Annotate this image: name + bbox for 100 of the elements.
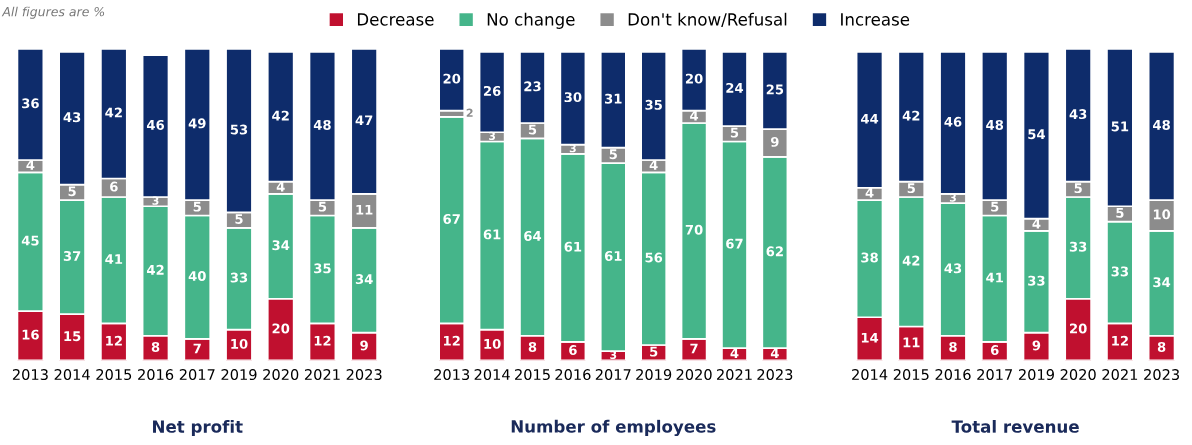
data-label: 12 [314, 335, 331, 346]
data-label: 4 [649, 160, 658, 170]
data-label: 12 [1112, 335, 1128, 346]
data-label: 12 [106, 335, 122, 346]
data-label: 5 [235, 214, 243, 224]
data-label: 49 [188, 118, 206, 129]
data-label: 9 [770, 136, 779, 147]
data-label: 42 [902, 255, 920, 266]
data-label: 11 [903, 337, 920, 348]
data-label: 54 [1028, 129, 1046, 140]
data-label: 44 [860, 113, 879, 124]
data-label: 46 [146, 119, 165, 130]
data-label: 26 [483, 85, 501, 96]
data-label: 16 [22, 329, 39, 340]
data-label: 43 [1069, 109, 1087, 120]
data-label: 38 [861, 252, 878, 263]
data-label: 3 [152, 196, 159, 205]
data-label: 33 [1028, 275, 1045, 286]
data-label: 8 [528, 341, 537, 352]
data-label: 4 [690, 110, 699, 121]
data-label: 5 [528, 124, 537, 135]
text: Total revenue [951, 419, 1079, 433]
data-label: 61 [604, 250, 622, 261]
data-label: 6 [110, 181, 118, 192]
x-tick-label: 2016 [138, 369, 174, 381]
x-tick-label: 2016 [555, 369, 591, 381]
data-label: 41 [986, 272, 1003, 283]
data-label: 34 [355, 274, 373, 285]
data-label: 34 [272, 240, 290, 251]
data-label: 42 [105, 107, 122, 118]
data-label: 4 [865, 187, 874, 198]
data-label: 47 [355, 115, 373, 126]
x-tick-label: 2023 [757, 369, 793, 381]
data-label: 42 [272, 110, 289, 121]
x-tick-label: 2016 [935, 369, 971, 381]
legend-label: Don't know/Refusal [628, 12, 787, 27]
data-label: 10 [484, 338, 501, 349]
data-label: 2 [466, 108, 473, 117]
data-label: 40 [188, 271, 206, 282]
data-label: 5 [1074, 183, 1082, 194]
data-label: 5 [1116, 207, 1124, 218]
legend-label: No change [487, 12, 575, 29]
data-label: 9 [1032, 340, 1041, 351]
text: Net profit [153, 419, 243, 437]
data-label: 36 [22, 98, 39, 109]
x-tick-label: 2021 [716, 369, 752, 381]
data-label: 30 [564, 92, 582, 103]
data-label: 7 [193, 343, 201, 354]
data-label: 33 [230, 272, 248, 283]
x-tick-label: 2017 [977, 369, 1013, 381]
data-label: 20 [1070, 323, 1087, 334]
data-label: 61 [483, 229, 501, 240]
legend-label: Decrease [357, 13, 434, 26]
data-label: 5 [609, 149, 617, 160]
x-tick-label: 2019 [636, 369, 672, 381]
data-label: 48 [313, 119, 331, 130]
data-label: 41 [105, 254, 123, 264]
data-label: 10 [1153, 209, 1171, 220]
data-label: 67 [726, 238, 743, 249]
data-label: 23 [524, 81, 541, 92]
data-label: 11 [356, 204, 373, 215]
data-label: 43 [944, 263, 962, 274]
x-tick-label: 2014 [54, 369, 90, 381]
data-label: 20 [685, 73, 703, 84]
data-label: 3 [949, 193, 956, 202]
data-label: 48 [1153, 119, 1170, 130]
data-label: 53 [230, 124, 248, 135]
data-label: 43 [63, 112, 81, 123]
data-label: 56 [645, 252, 663, 263]
data-label: 33 [1111, 266, 1129, 277]
x-tick-label: 2020 [263, 369, 299, 381]
data-label: 67 [443, 213, 460, 224]
data-label: 12 [444, 335, 460, 346]
x-tick-label: 2019 [1018, 369, 1054, 381]
data-label: 42 [902, 110, 920, 121]
x-tick-label: 2021 [1102, 369, 1138, 381]
data-label: 4 [770, 348, 779, 358]
x-tick-label: 2020 [676, 369, 712, 381]
data-label: 4 [1032, 218, 1041, 229]
data-label: 5 [730, 127, 739, 138]
data-label: 45 [21, 235, 39, 246]
text: Number of employees [511, 419, 716, 437]
data-label: 70 [685, 224, 703, 235]
x-tick-label: 2017 [179, 369, 215, 381]
data-label: 35 [645, 99, 662, 110]
data-label: 20 [272, 323, 290, 334]
data-label: 8 [1157, 341, 1166, 352]
data-label: 35 [314, 263, 331, 274]
data-label: 6 [569, 345, 577, 356]
x-tick-label: 2019 [221, 369, 257, 381]
x-tick-label: 2015 [893, 369, 929, 381]
data-label: 37 [63, 250, 81, 261]
data-label: 20 [443, 73, 461, 84]
x-tick-label: 2015 [96, 369, 132, 381]
x-tick-label: 2014 [474, 369, 510, 381]
data-label: 25 [766, 84, 784, 95]
x-tick-label: 2021 [304, 369, 340, 381]
data-label: 31 [604, 93, 622, 104]
data-label: 8 [151, 341, 160, 352]
x-tick-label: 2013 [434, 369, 470, 381]
